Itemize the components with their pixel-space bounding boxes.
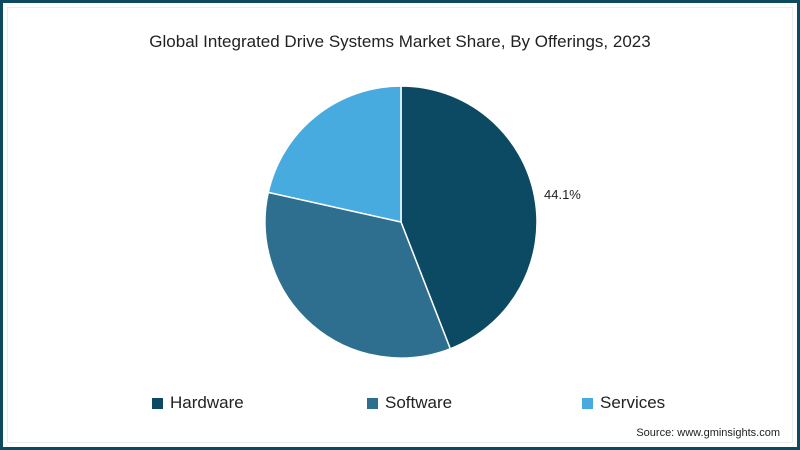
legend-item-services[interactable]: Services — [582, 393, 665, 413]
pie-slice-hardware[interactable] — [400, 85, 538, 350]
legend: Hardware Software Services — [0, 393, 800, 415]
source-note: Source: www.gminsights.com — [636, 427, 780, 439]
legend-label: Software — [385, 393, 453, 412]
legend-label: Hardware — [170, 393, 244, 412]
legend-swatch-hardware — [152, 397, 163, 409]
legend-label: Services — [600, 393, 666, 412]
data-label-hardware: 44.1% — [544, 187, 581, 202]
chart-inner-border — [7, 7, 793, 443]
chart-title: Global Integrated Drive Systems Market S… — [149, 32, 651, 51]
legend-item-software[interactable]: Software — [367, 393, 452, 413]
pie-slice-services[interactable] — [267, 85, 402, 223]
pie-slice-software[interactable] — [264, 191, 452, 359]
legend-swatch-software — [367, 397, 378, 409]
legend-item-hardware[interactable]: Hardware — [152, 393, 244, 413]
legend-swatch-services — [582, 397, 593, 409]
